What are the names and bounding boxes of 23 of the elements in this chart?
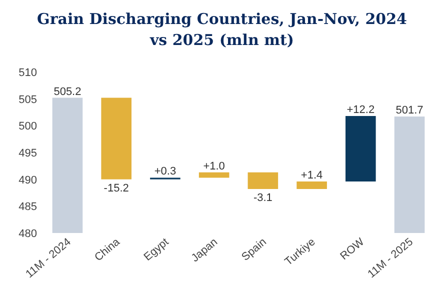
y-tick-label: 505 — [18, 94, 37, 106]
bar — [296, 181, 327, 189]
y-tick-label: 500 — [18, 120, 37, 133]
y-tick-label: 480 — [18, 228, 37, 240]
chart-title: Grain Discharging Countries, Jan-Nov, 2024 vs 2025 (mln mt) — [37, 10, 407, 49]
data-label: -15.2 — [104, 182, 129, 194]
bar — [394, 116, 425, 233]
data-label: 501.7 — [396, 104, 424, 117]
data-label: +12.2 — [346, 104, 375, 116]
bar — [52, 98, 83, 233]
y-tick-label: 485 — [18, 201, 37, 214]
data-label: -3.1 — [253, 192, 272, 204]
data-label: +1.0 — [203, 160, 225, 172]
y-tick-label: 495 — [18, 148, 37, 160]
y-tick-label: 490 — [18, 174, 37, 186]
bar — [198, 172, 230, 178]
data-label: +1.4 — [300, 169, 323, 182]
data-label: +0.3 — [154, 166, 176, 178]
bar — [346, 116, 376, 182]
bar — [248, 172, 278, 189]
y-tick-label: 510 — [18, 67, 37, 79]
bar — [101, 98, 132, 180]
data-label: 505.2 — [54, 86, 82, 98]
